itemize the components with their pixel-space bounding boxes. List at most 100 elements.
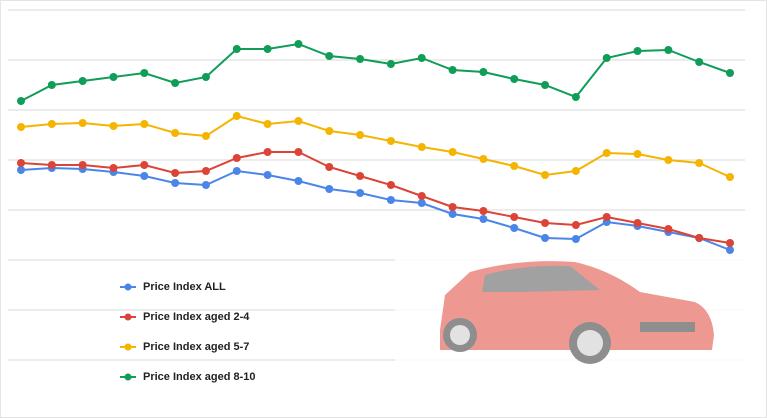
data-point [510, 162, 519, 170]
data-point [386, 137, 395, 145]
data-point [479, 215, 488, 223]
data-point [325, 163, 334, 171]
data-point [109, 164, 118, 172]
data-point [17, 97, 25, 105]
data-point [109, 73, 118, 81]
data-point [448, 66, 457, 74]
series-line [20, 151, 731, 244]
data-point [602, 149, 611, 157]
data-point [726, 246, 734, 254]
data-point [386, 181, 395, 189]
data-point [417, 199, 426, 207]
series-line [20, 114, 731, 178]
data-point [140, 161, 149, 169]
data-point [664, 225, 673, 233]
data-point [294, 177, 303, 185]
data-point [17, 123, 25, 131]
data-point [232, 154, 241, 162]
data-point [479, 207, 488, 215]
data-point [571, 93, 580, 101]
data-point [171, 179, 180, 187]
data-point [263, 120, 272, 128]
data-point [17, 159, 25, 167]
data-point [325, 127, 334, 135]
data-point [633, 150, 642, 158]
data-point [232, 45, 241, 53]
data-point [201, 132, 210, 140]
data-point [417, 143, 426, 151]
plot [17, 40, 734, 254]
data-point [448, 210, 457, 218]
data-point [201, 167, 210, 175]
data-point [47, 81, 56, 89]
data-point [541, 81, 550, 89]
series-line [20, 42, 731, 102]
data-point [479, 68, 488, 76]
data-point [664, 156, 673, 164]
data-point [633, 47, 642, 55]
legend-swatch [124, 343, 132, 351]
data-point [541, 234, 550, 242]
data-point [78, 119, 87, 127]
data-point [109, 122, 118, 130]
data-point [78, 161, 87, 169]
data-point [664, 46, 673, 54]
legend-swatch [124, 373, 132, 381]
data-point [263, 148, 272, 156]
legend-label: Price Index aged 2-4 [143, 311, 250, 323]
data-point [356, 189, 365, 197]
data-point [294, 148, 303, 156]
data-point [417, 54, 426, 62]
data-point [448, 148, 457, 156]
data-point [232, 167, 241, 175]
data-point [541, 219, 550, 227]
data-point [140, 120, 149, 128]
data-point [356, 172, 365, 180]
data-point [201, 181, 210, 189]
data-point [571, 167, 580, 175]
data-point [294, 117, 303, 125]
data-point [171, 169, 180, 177]
car-photo [440, 261, 714, 364]
data-point [695, 234, 704, 242]
data-point [541, 171, 550, 179]
data-point [726, 173, 734, 181]
data-point [356, 55, 365, 63]
data-point [571, 221, 580, 229]
data-point [695, 159, 704, 167]
legend-swatch [124, 313, 132, 321]
legend-label: Price Index aged 5-7 [143, 341, 249, 353]
data-point [325, 52, 334, 60]
data-point [263, 171, 272, 179]
data-point [386, 196, 395, 204]
data-point [201, 73, 210, 81]
data-point [510, 75, 519, 83]
data-point [510, 224, 519, 232]
data-point [726, 69, 734, 77]
data-point [232, 112, 241, 120]
data-point [695, 58, 704, 66]
data-point [78, 77, 87, 85]
legend-label: Price Index ALL [143, 281, 226, 293]
legend: Price Index ALL Price Index aged 2-4 Price… [120, 281, 256, 383]
data-point [510, 213, 519, 221]
data-point [140, 172, 149, 180]
data-point [47, 120, 56, 128]
data-point [47, 161, 56, 169]
series-line [20, 166, 731, 251]
legend-label: Price Index aged 8-10 [143, 371, 256, 383]
data-point [356, 131, 365, 139]
data-point [140, 69, 149, 77]
data-point [171, 129, 180, 137]
data-point [602, 213, 611, 221]
data-point [171, 79, 180, 87]
data-point [294, 40, 303, 48]
data-point [263, 45, 272, 53]
data-point [479, 155, 488, 163]
data-point [325, 185, 334, 193]
data-point [602, 54, 611, 62]
data-point [726, 239, 734, 247]
data-point [571, 235, 580, 243]
data-point [448, 203, 457, 211]
